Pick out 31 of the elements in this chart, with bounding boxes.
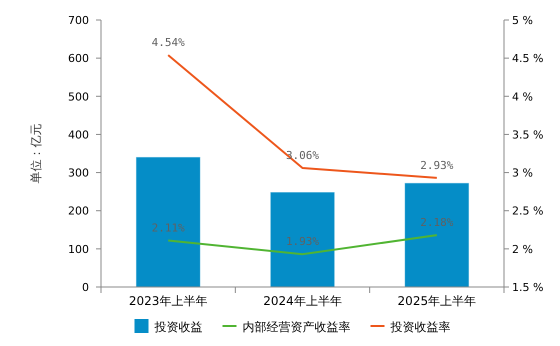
y-tick-label: 300 — [68, 166, 89, 180]
y2-tick-label: 3 % — [512, 166, 533, 180]
y-tick-label: 200 — [68, 204, 89, 218]
bar — [270, 192, 336, 288]
bar — [135, 156, 201, 288]
y2-tick-label: 4 % — [512, 90, 533, 104]
legend-label: 内部经营资产收益率 — [242, 320, 350, 334]
y2-tick-label: 4.5 % — [512, 52, 544, 66]
x-tick-label: 2025年上半年 — [398, 294, 476, 308]
legend-label: 投资收益 — [154, 320, 202, 334]
y-tick-label: 0 — [82, 281, 89, 294]
y-tick-label: 400 — [68, 128, 89, 142]
data-label: 2.18% — [420, 216, 454, 230]
data-label: 2.93% — [420, 158, 454, 172]
y2-tick-label: 3.5 % — [512, 128, 544, 142]
y2-tick-label: 1.5 % — [512, 281, 544, 294]
x-tick-label: 2023年上半年 — [128, 294, 208, 308]
y-tick-label: 700 — [68, 14, 89, 27]
y2-tick-label: 2 % — [512, 242, 533, 256]
data-label: 2.11% — [152, 221, 186, 234]
legend-label: 投资收益率 — [390, 320, 450, 334]
y-tick-label: 500 — [68, 90, 89, 104]
y-tick-label: 100 — [68, 242, 89, 256]
bar — [404, 182, 470, 288]
y-axis-title: 单位：亿元 — [29, 124, 43, 184]
data-label: 4.54% — [152, 36, 186, 50]
y-tick-label: 600 — [68, 52, 89, 66]
y2-tick-label: 5 % — [512, 14, 533, 27]
x-tick-label: 2024年上半年 — [263, 294, 342, 308]
data-label: 1.93% — [286, 235, 320, 248]
y2-tick-label: 2.5 % — [512, 204, 544, 218]
